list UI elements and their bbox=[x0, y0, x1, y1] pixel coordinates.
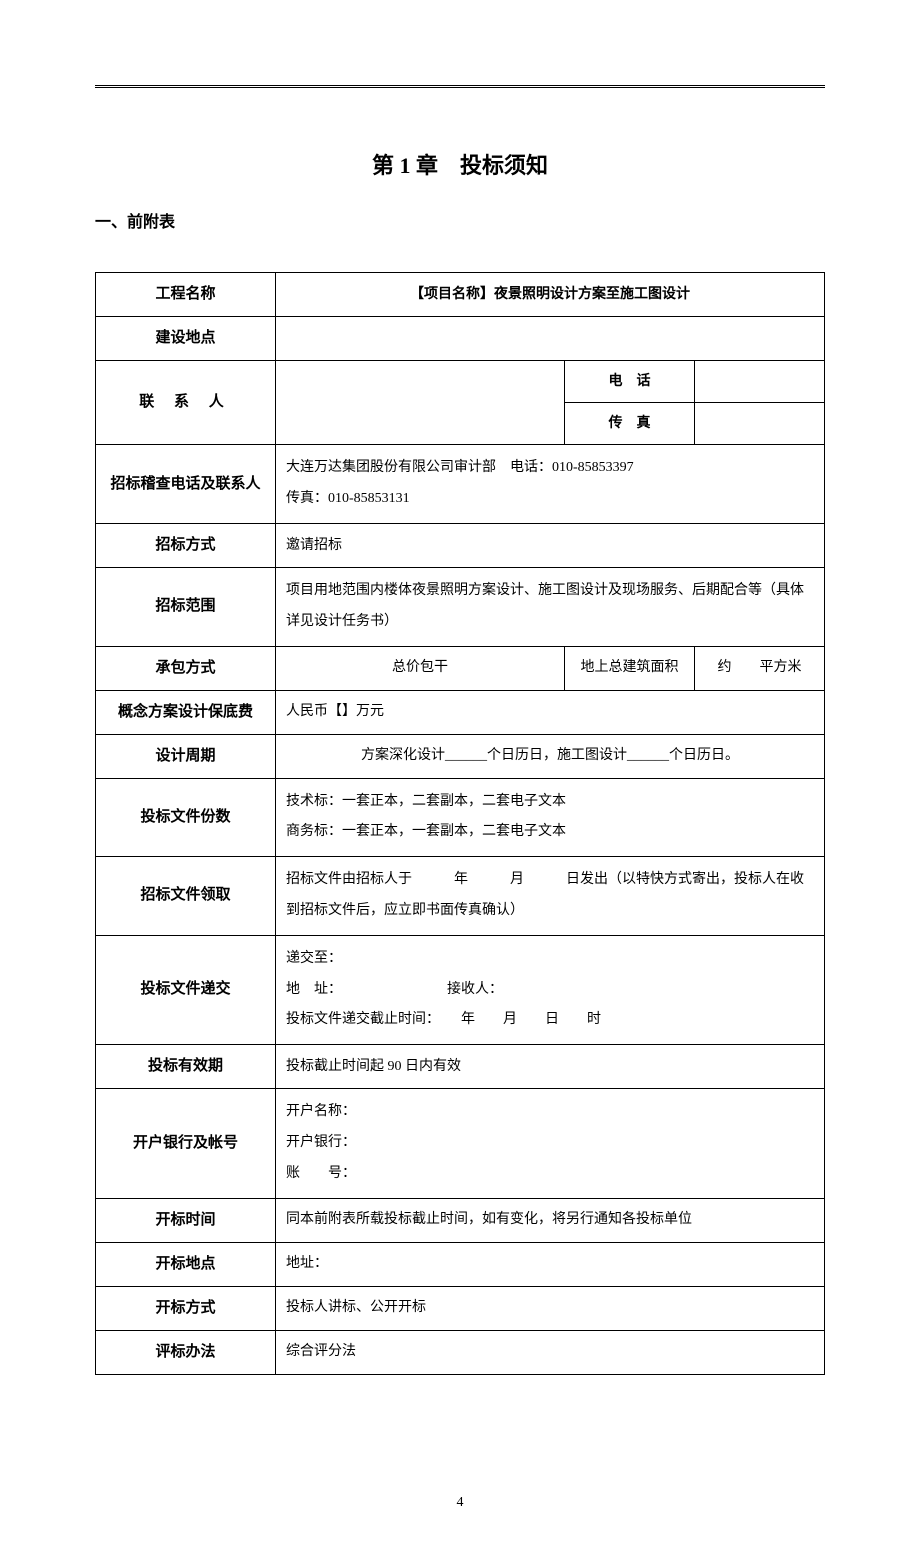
audit-line1: 大连万达集团股份有限公司审计部 电话：010-85853397 bbox=[286, 453, 814, 484]
page-number: 4 bbox=[95, 1495, 825, 1511]
table-row: 概念方案设计保底费 人民币【】万元 bbox=[96, 690, 825, 734]
value-design-period: 方案深化设计______个日历日，施工图设计______个日历日。 bbox=[276, 734, 825, 778]
value-open-time: 同本前附表所载投标截止时间，如有变化，将另行通知各投标单位 bbox=[276, 1198, 825, 1242]
label-project-name: 工程名称 bbox=[96, 273, 276, 317]
doc-copies-line2: 商务标：一套正本，一套副本，二套电子文本 bbox=[286, 817, 814, 848]
table-row: 投标有效期 投标截止时间起 90 日内有效 bbox=[96, 1045, 825, 1089]
chapter-title: 第 1 章 投标须知 bbox=[95, 148, 825, 180]
table-row: 承包方式 总价包干 地上总建筑面积 约 平方米 bbox=[96, 646, 825, 690]
label-building-area: 地上总建筑面积 bbox=[565, 646, 695, 690]
table-row: 招标方式 邀请招标 bbox=[96, 523, 825, 567]
table-row: 开标方式 投标人讲标、公开开标 bbox=[96, 1286, 825, 1330]
label-validity: 投标有效期 bbox=[96, 1045, 276, 1089]
table-row: 开标时间 同本前附表所载投标截止时间，如有变化，将另行通知各投标单位 bbox=[96, 1198, 825, 1242]
table-row: 开标地点 地址： bbox=[96, 1242, 825, 1286]
label-open-method: 开标方式 bbox=[96, 1286, 276, 1330]
value-bid-scope: 项目用地范围内楼体夜景照明方案设计、施工图设计及现场服务、后期配合等（具体详见设… bbox=[276, 567, 825, 646]
value-phone bbox=[695, 361, 825, 403]
label-design-period: 设计周期 bbox=[96, 734, 276, 778]
bank-line3: 账 号： bbox=[286, 1159, 814, 1190]
table-row: 招标范围 项目用地范围内楼体夜景照明方案设计、施工图设计及现场服务、后期配合等（… bbox=[96, 567, 825, 646]
label-bid-method: 招标方式 bbox=[96, 523, 276, 567]
table-row: 评标办法 综合评分法 bbox=[96, 1330, 825, 1374]
table-row: 联 系 人 电 话 bbox=[96, 361, 825, 403]
value-bank: 开户名称： 开户银行： 账 号： bbox=[276, 1089, 825, 1198]
bid-info-table: 工程名称 【项目名称】夜景照明设计方案至施工图设计 建设地点 联 系 人 电 话… bbox=[95, 272, 825, 1375]
label-base-fee: 概念方案设计保底费 bbox=[96, 690, 276, 734]
value-eval-method: 综合评分法 bbox=[276, 1330, 825, 1374]
label-construction-site: 建设地点 bbox=[96, 317, 276, 361]
value-building-area: 约 平方米 bbox=[695, 646, 825, 690]
label-audit-contact: 招标稽查电话及联系人 bbox=[96, 445, 276, 524]
contact-label-text: 联 系 人 bbox=[139, 394, 232, 410]
table-row: 建设地点 bbox=[96, 317, 825, 361]
value-construction-site bbox=[276, 317, 825, 361]
table-row: 开户银行及帐号 开户名称： 开户银行： 账 号： bbox=[96, 1089, 825, 1198]
value-contact-name bbox=[276, 361, 565, 445]
value-fax bbox=[695, 403, 825, 445]
value-doc-copies: 技术标：一套正本，二套副本，二套电子文本 商务标：一套正本，一套副本，二套电子文… bbox=[276, 778, 825, 857]
table-row: 投标文件递交 递交至： 地 址： 接收人： 投标文件递交截止时间： 年 月 日 … bbox=[96, 935, 825, 1044]
audit-line2: 传真：010-85853131 bbox=[286, 484, 814, 515]
label-bid-scope: 招标范围 bbox=[96, 567, 276, 646]
label-fax: 传 真 bbox=[565, 403, 695, 445]
value-project-name: 【项目名称】夜景照明设计方案至施工图设计 bbox=[276, 273, 825, 317]
value-audit-contact: 大连万达集团股份有限公司审计部 电话：010-85853397 传真：010-8… bbox=[276, 445, 825, 524]
label-eval-method: 评标办法 bbox=[96, 1330, 276, 1374]
label-open-time: 开标时间 bbox=[96, 1198, 276, 1242]
value-validity: 投标截止时间起 90 日内有效 bbox=[276, 1045, 825, 1089]
value-base-fee: 人民币【】万元 bbox=[276, 690, 825, 734]
table-row: 招标稽查电话及联系人 大连万达集团股份有限公司审计部 电话：010-858533… bbox=[96, 445, 825, 524]
label-contract-method: 承包方式 bbox=[96, 646, 276, 690]
table-row: 投标文件份数 技术标：一套正本，二套副本，二套电子文本 商务标：一套正本，一套副… bbox=[96, 778, 825, 857]
label-doc-receive: 招标文件领取 bbox=[96, 857, 276, 936]
doc-copies-line1: 技术标：一套正本，二套副本，二套电子文本 bbox=[286, 787, 814, 818]
header-rule bbox=[95, 85, 825, 88]
section-label: 一、前附表 bbox=[95, 208, 825, 232]
label-contact: 联 系 人 bbox=[96, 361, 276, 445]
submit-line3: 投标文件递交截止时间： 年 月 日 时 bbox=[286, 1005, 814, 1036]
bank-line1: 开户名称： bbox=[286, 1097, 814, 1128]
label-bank: 开户银行及帐号 bbox=[96, 1089, 276, 1198]
value-open-place: 地址： bbox=[276, 1242, 825, 1286]
bank-line2: 开户银行： bbox=[286, 1128, 814, 1159]
submit-line2: 地 址： 接收人： bbox=[286, 975, 814, 1006]
value-bid-method: 邀请招标 bbox=[276, 523, 825, 567]
label-open-place: 开标地点 bbox=[96, 1242, 276, 1286]
value-open-method: 投标人讲标、公开开标 bbox=[276, 1286, 825, 1330]
label-phone: 电 话 bbox=[565, 361, 695, 403]
value-doc-receive: 招标文件由招标人于 年 月 日发出（以特快方式寄出，投标人在收到招标文件后，应立… bbox=[276, 857, 825, 936]
label-doc-copies: 投标文件份数 bbox=[96, 778, 276, 857]
table-row: 招标文件领取 招标文件由招标人于 年 月 日发出（以特快方式寄出，投标人在收到招… bbox=[96, 857, 825, 936]
table-row: 工程名称 【项目名称】夜景照明设计方案至施工图设计 bbox=[96, 273, 825, 317]
value-contract-col1: 总价包干 bbox=[276, 646, 565, 690]
submit-line1: 递交至： bbox=[286, 944, 814, 975]
value-doc-submit: 递交至： 地 址： 接收人： 投标文件递交截止时间： 年 月 日 时 bbox=[276, 935, 825, 1044]
label-doc-submit: 投标文件递交 bbox=[96, 935, 276, 1044]
table-row: 设计周期 方案深化设计______个日历日，施工图设计______个日历日。 bbox=[96, 734, 825, 778]
